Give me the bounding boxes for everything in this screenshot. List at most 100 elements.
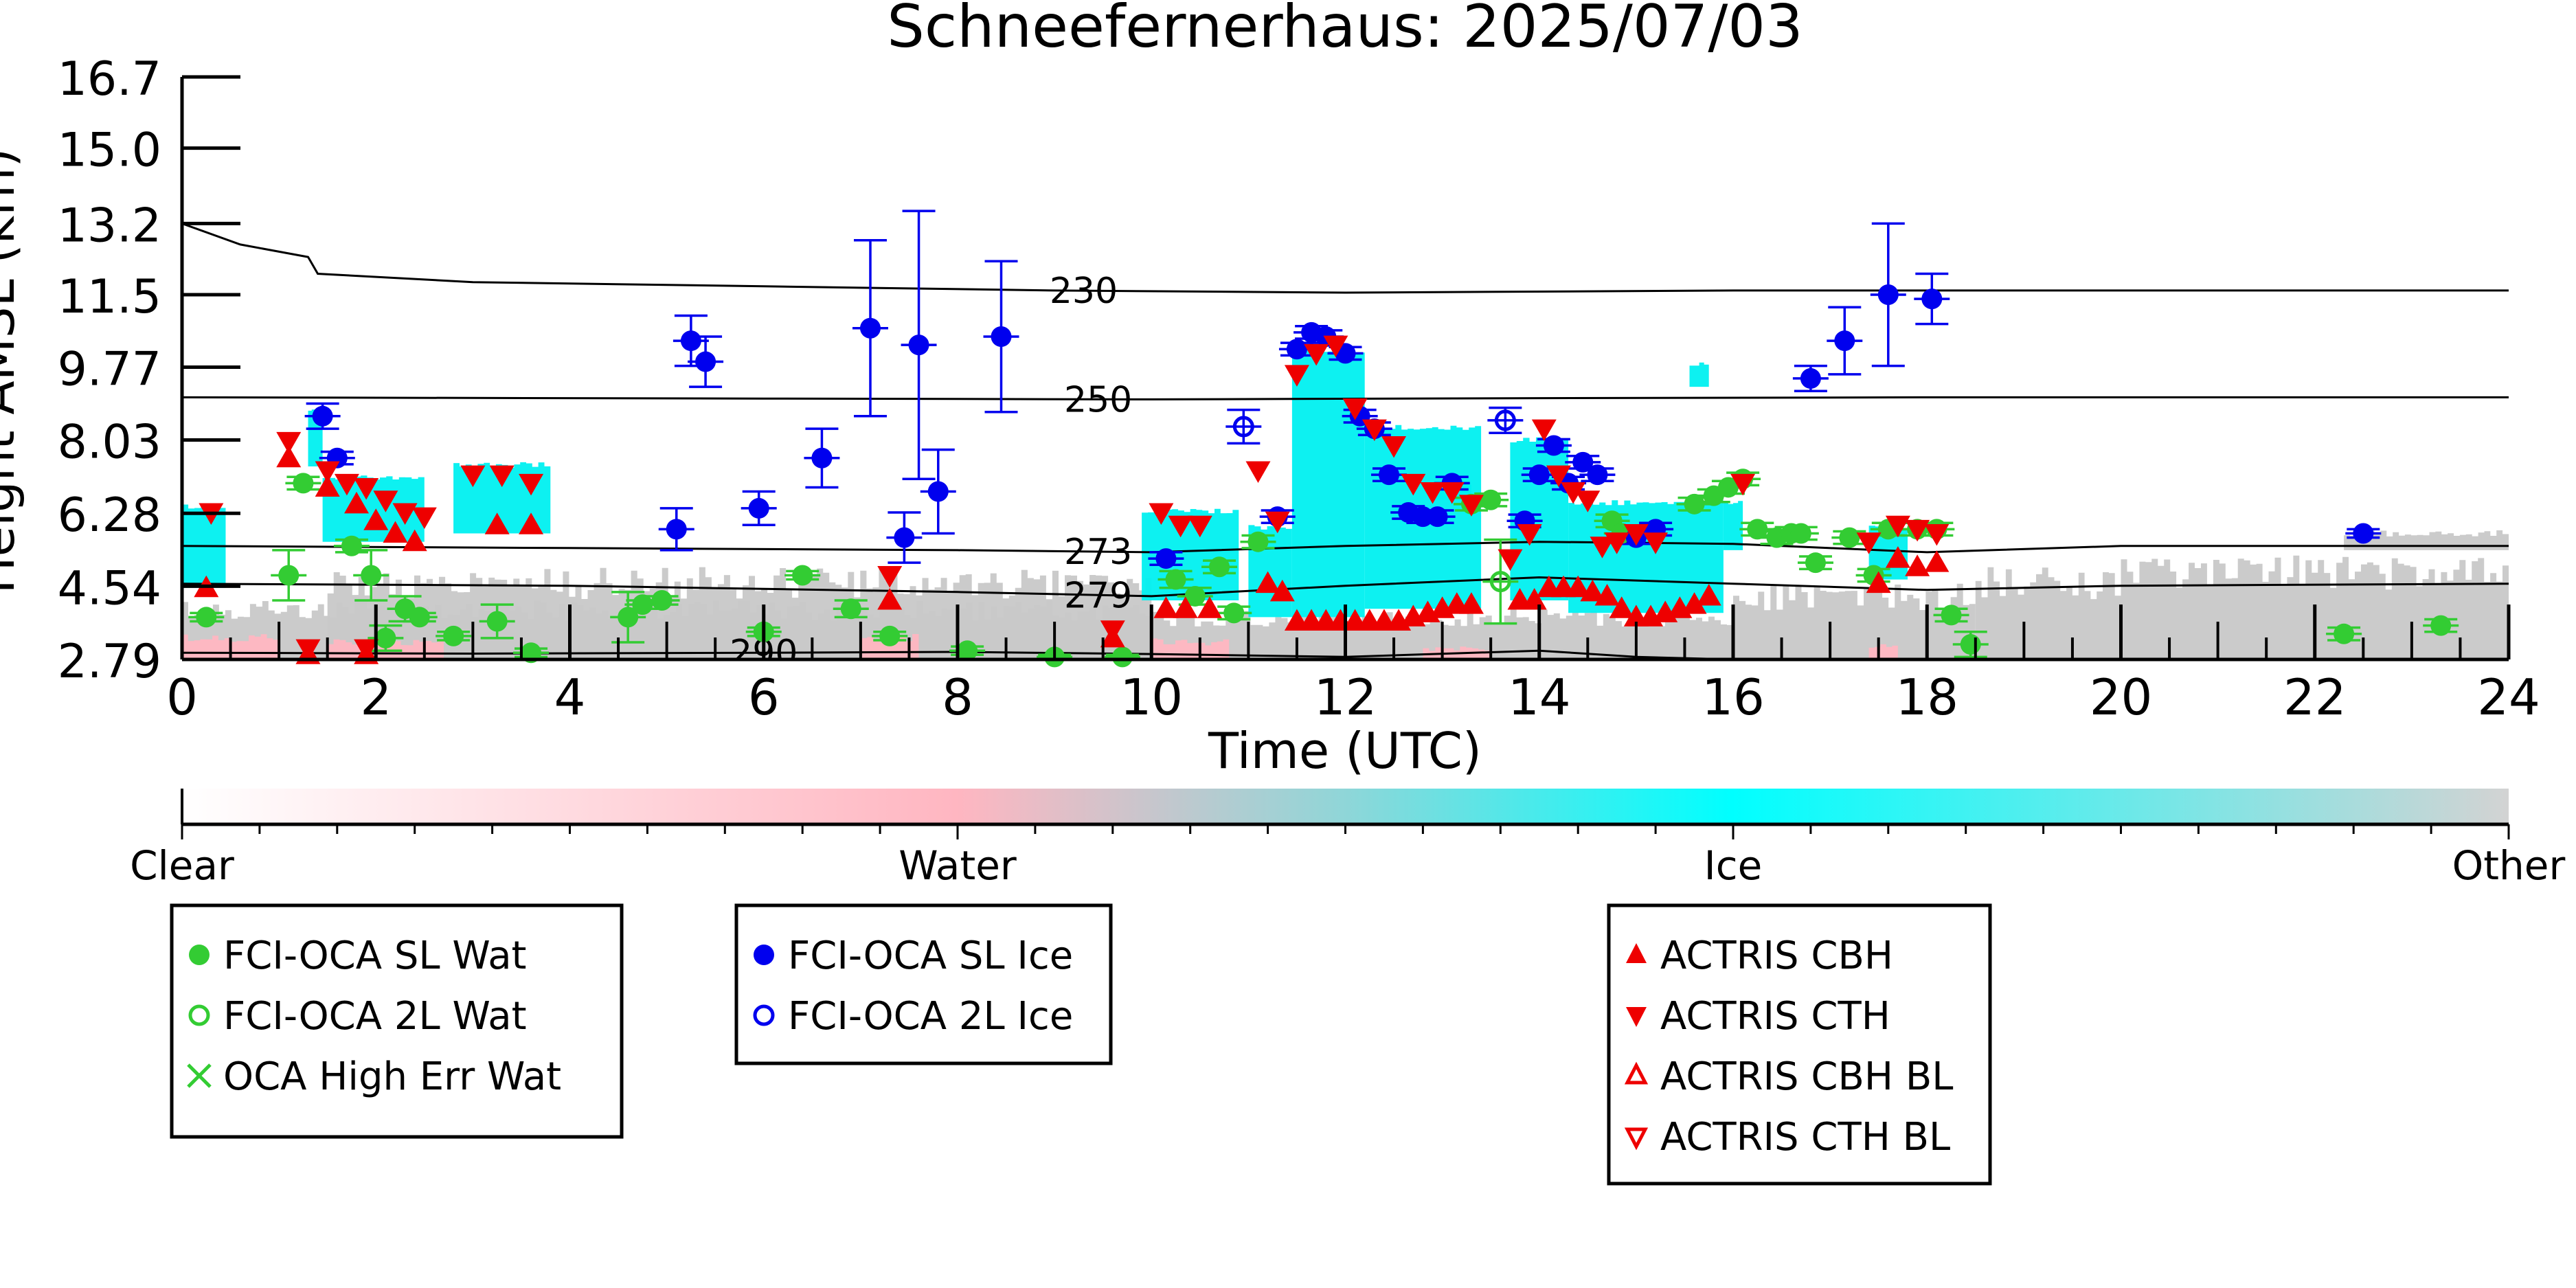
fci-oca-sl-ice-point (859, 317, 881, 339)
fci-oca-sl-ice-point (1427, 506, 1448, 528)
fci-oca-sl-wat-point (1839, 527, 1860, 548)
actris-cth-point (1401, 473, 1426, 496)
actris-cth-point (1643, 532, 1669, 554)
actris-cbh-point (1682, 592, 1707, 614)
actris-cth-point (1420, 482, 1445, 504)
fci-oca-2l-ice-point (1494, 409, 1516, 431)
legend-marker (1626, 1007, 1647, 1027)
fci-oca-sl-ice-point (991, 326, 1012, 347)
fci-oca-sl-wat-point (1790, 523, 1811, 544)
actris-cth-point (1856, 532, 1882, 554)
actris-cbh-point (1566, 575, 1591, 598)
isotherm-label: 279 (1064, 575, 1132, 616)
fci-oca-sl-ice-point (1286, 339, 1307, 360)
legend-marker (753, 1004, 775, 1026)
actris-cth-point (354, 477, 379, 500)
fci-oca-sl-ice-point (1528, 464, 1550, 486)
actris-cth-point (877, 565, 903, 588)
x-tick-label: 22 (2283, 668, 2347, 726)
actris-cbh-point (1153, 596, 1179, 618)
fci-oca-sl-ice-point (695, 351, 716, 372)
actris-cbh-point (1197, 596, 1222, 618)
fci-oca-sl-ice-point (1800, 368, 1821, 389)
fci-oca-sl-wat-point (1165, 569, 1186, 590)
actris-cth-point (1100, 620, 1125, 642)
actris-cth-point (1885, 515, 1910, 538)
legend-box (1607, 903, 1992, 1186)
actris-cth-point (373, 490, 398, 512)
actris-cth-point (1590, 536, 1615, 558)
fci-oca-sl-wat-point (2430, 615, 2452, 636)
x-tick-label: 0 (166, 668, 198, 726)
legend-marker (1624, 1127, 1649, 1151)
fci-oca-sl-wat-point (651, 590, 673, 611)
actris-cth-point (489, 465, 515, 488)
fci-oca-sl-wat-point (792, 565, 813, 586)
actris-cth-point (1323, 335, 1348, 358)
ice-class-region (1291, 349, 1365, 618)
fci-oca-sl-wat-point (1960, 634, 1981, 655)
isotherm-label: 273 (1064, 532, 1132, 573)
x-tick-label: 16 (1702, 668, 1765, 726)
actris-cth-point (1342, 398, 1368, 420)
classification-colorbar: Clear Water Ice Other (130, 789, 2565, 889)
actris-cbh-point (519, 512, 544, 534)
fci-oca-sl-wat-point (196, 607, 217, 628)
actris-cbh-point (402, 529, 427, 552)
actris-cbh-point (1173, 596, 1198, 618)
actris-cth-point (1458, 495, 1484, 517)
actris-cbh-point (1866, 571, 1891, 594)
y-tick-label: 11.5 (58, 270, 161, 324)
fci-oca-sl-wat-point (1223, 602, 1245, 624)
fci-oca-sl-wat-point (443, 625, 464, 646)
fci-oca-sl-ice-point (908, 335, 929, 356)
fci-oca-sl-wat-point (1747, 519, 1768, 540)
actris-cth-point (1381, 436, 1407, 458)
actris-cth-point (1284, 365, 1309, 387)
fci-oca-sl-wat-point (1184, 585, 1206, 607)
fci-oca-sl-wat-point (1480, 489, 1502, 510)
isotherm-273 (182, 541, 2509, 554)
colorbar-label: Water (899, 842, 1017, 889)
other-class-region (1733, 583, 1976, 659)
actris-cbh-point (1269, 579, 1295, 602)
actris-cbh-point (1609, 596, 1634, 618)
fci-oca-sl-wat-point (957, 640, 978, 662)
isotherm-279 (182, 576, 2509, 598)
fci-oca-sl-wat-point (1209, 556, 1230, 578)
colorbar-label: Ice (1704, 842, 1763, 889)
x-tick-label: 2 (360, 668, 392, 726)
actris-cth-point (1362, 419, 1387, 442)
actris-cth-point (276, 431, 302, 454)
fci-oca-sl-ice-point (1921, 289, 1943, 310)
y-tick-label: 2.79 (58, 635, 161, 689)
x-tick-label: 4 (554, 668, 586, 726)
x-tick-label: 8 (942, 668, 973, 726)
actris-cth-point (392, 503, 418, 526)
fci-oca-sl-wat-point (618, 607, 639, 628)
fci-oca-sl-ice-point (666, 519, 687, 540)
fci-oca-sl-wat-point (879, 625, 901, 646)
x-tick-label: 10 (1120, 668, 1183, 726)
y-tick-label: 8.03 (58, 416, 161, 470)
legend-marker (188, 1004, 210, 1026)
actris-cth-point (1623, 524, 1649, 546)
actris-cbh-point (1580, 579, 1605, 602)
fci-oca-sl-ice-point (1155, 548, 1177, 569)
isotherm-label: 230 (1050, 271, 1118, 312)
x-tick-label: 14 (1508, 668, 1571, 726)
actris-cth-point (1905, 519, 1930, 542)
actris-cth-point (519, 473, 544, 496)
legend-label: ACTRIS CBH (1660, 934, 1893, 978)
x-tick-label: 6 (748, 668, 780, 726)
actris-cth-point (1187, 515, 1212, 538)
colorbar-label: Clear (130, 842, 234, 889)
fci-oca-sl-ice-point (312, 405, 333, 427)
fci-oca-sl-ice-point (894, 527, 915, 548)
fci-oca-sl-ice-point (1379, 464, 1400, 486)
actris-cbh-point (276, 445, 302, 468)
actris-cth-point (1149, 503, 1174, 526)
fci-oca-sl-wat-point (375, 627, 396, 648)
y-tick-label: 13.2 (58, 199, 161, 253)
fci-oca-sl-ice-point (811, 447, 833, 468)
